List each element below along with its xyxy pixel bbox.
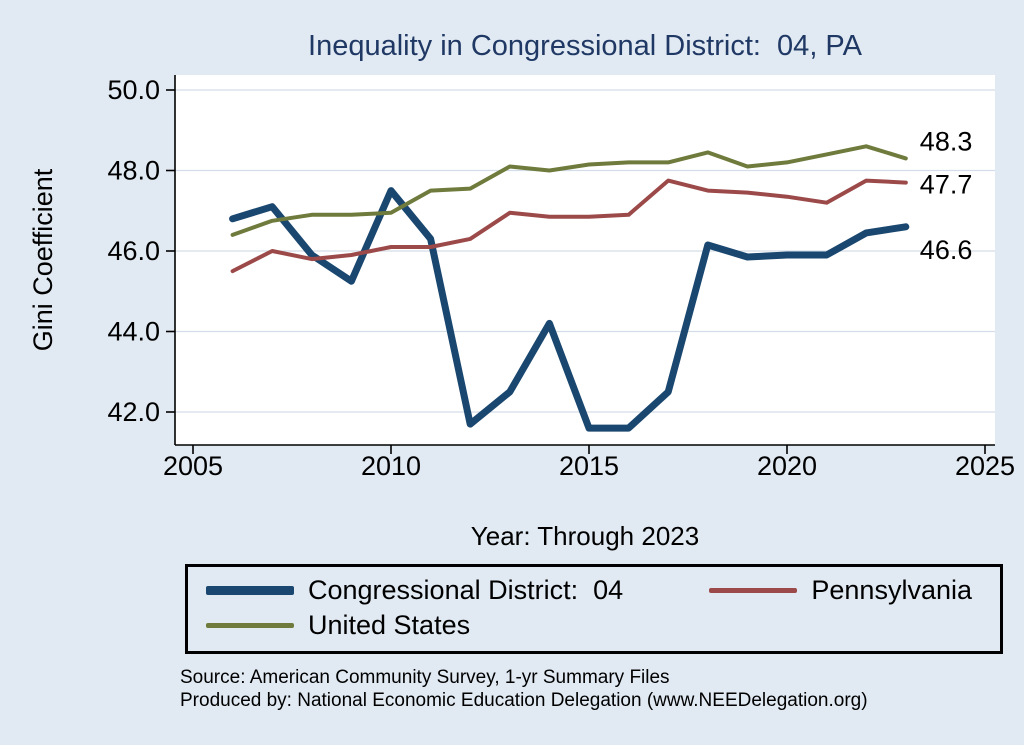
legend-label-pennsylvania: Pennsylvania xyxy=(811,575,972,605)
legend-row-1: Congressional District: 04 Pennsylvania xyxy=(206,575,982,606)
series-line-1 xyxy=(230,178,908,274)
end-label: 47.7 xyxy=(920,170,973,200)
x-tick-label: 2010 xyxy=(361,451,421,481)
legend-label-united-states: United States xyxy=(308,610,471,640)
y-tick-label: 50.0 xyxy=(107,75,160,105)
legend-item-congressional-district: Congressional District: 04 xyxy=(206,575,623,606)
source-line-2: Produced by: National Economic Education… xyxy=(180,690,868,711)
plot-area: 42.0 44.0 46.0 48.0 50.0 2005 2010 2015 2020 2025… xyxy=(107,75,1015,481)
series-line-2 xyxy=(230,144,908,237)
legend-item-pennsylvania: Pennsylvania xyxy=(709,575,972,606)
legend-label-district: Congressional District: 04 xyxy=(308,575,624,605)
source-note: Source: American Community Survey, 1-yr … xyxy=(180,666,868,712)
y-tick-label: 48.0 xyxy=(107,156,160,186)
legend-line-sample-pennsylvania xyxy=(709,588,798,593)
source-line-1: Source: American Community Survey, 1-yr … xyxy=(180,667,670,688)
legend-item-united-states: United States xyxy=(206,610,470,641)
y-tick-label: 42.0 xyxy=(107,397,160,427)
chart-title: Inequality in Congressional District: 04… xyxy=(308,30,862,62)
series-line-0 xyxy=(229,187,910,432)
x-tick-label: 2025 xyxy=(955,451,1015,481)
plot-background xyxy=(175,75,995,445)
end-label: 48.3 xyxy=(920,126,973,156)
x-axis-title: Year: Through 2023 xyxy=(470,521,700,551)
x-tick-label: 2005 xyxy=(163,451,223,481)
x-tick-label: 2015 xyxy=(559,451,619,481)
legend-row-2: United States xyxy=(206,610,982,641)
y-tick-label: 44.0 xyxy=(107,317,160,347)
legend-line-sample-district xyxy=(206,586,294,595)
x-tick-label: 2020 xyxy=(757,451,817,481)
legend-line-sample-united-states xyxy=(206,623,294,628)
end-label: 46.6 xyxy=(920,235,973,265)
y-tick-label: 46.0 xyxy=(107,236,160,266)
legend: Congressional District: 04 Pennsylvania … xyxy=(185,564,1003,654)
